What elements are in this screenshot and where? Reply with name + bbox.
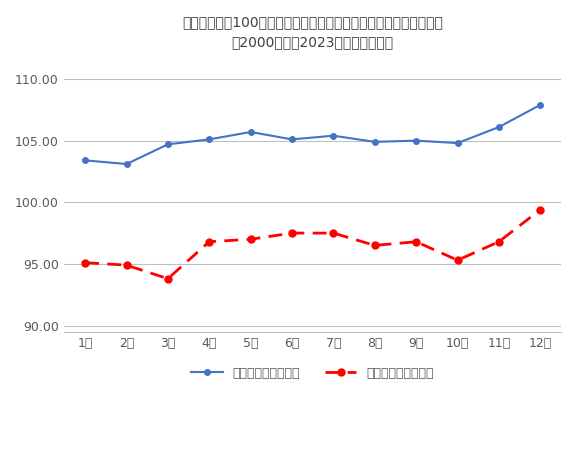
基準値安値（平均） — [123, 262, 130, 268]
基準値高値（平均） — [164, 142, 171, 147]
基準値安値（平均） — [289, 230, 295, 236]
基準値高値（平均） — [289, 137, 295, 142]
基準値安値（平均） — [537, 207, 544, 212]
基準値安値（平均） — [164, 276, 171, 281]
基準値高値（平均） — [454, 140, 461, 146]
基準値高値（平均） — [372, 139, 378, 144]
基準値安値（平均） — [330, 230, 337, 236]
基準値安値（平均） — [495, 239, 502, 245]
Line: 基準値高値（平均）: 基準値高値（平均） — [82, 102, 543, 167]
Title: 前年末終値を100と基準化した日経平均株価の月足高値安値の推移
（2000年から2023年までの平均）: 前年末終値を100と基準化した日経平均株価の月足高値安値の推移 （2000年から… — [182, 15, 443, 49]
基準値高値（平均） — [495, 124, 502, 130]
基準値高値（平均） — [537, 102, 544, 108]
基準値高値（平均） — [247, 129, 254, 135]
基準値安値（平均） — [206, 239, 213, 245]
基準値高値（平均） — [330, 133, 337, 138]
基準値安値（平均） — [247, 236, 254, 242]
Line: 基準値安値（平均）: 基準値安値（平均） — [82, 206, 544, 282]
基準値高値（平均） — [82, 158, 89, 163]
基準値安値（平均） — [372, 243, 378, 248]
基準値高値（平均） — [206, 137, 213, 142]
基準値安値（平均） — [82, 260, 89, 266]
基準値高値（平均） — [123, 161, 130, 167]
基準値安値（平均） — [454, 257, 461, 263]
基準値高値（平均） — [413, 138, 420, 144]
基準値安値（平均） — [413, 239, 420, 245]
Legend: 基準値高値（平均）, 基準値安値（平均）: 基準値高値（平均）, 基準値安値（平均） — [187, 362, 439, 385]
